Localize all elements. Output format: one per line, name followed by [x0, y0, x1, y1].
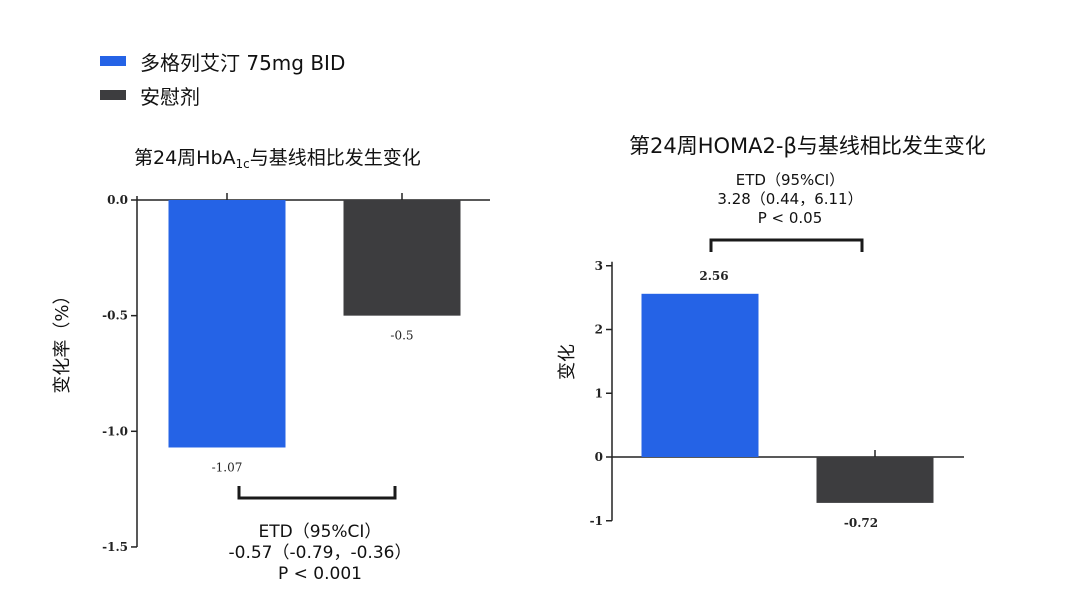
chart2-stats: ETD（95%CI） 3.28（0.44，6.11） P < 0.05 [680, 171, 900, 228]
chart1-bar-placebo [343, 200, 461, 316]
chart2-stats-line2: 3.28（0.44，6.11） [717, 190, 863, 208]
chart2-bar-placebo [816, 457, 934, 503]
chart1-stats-line3: P < 0.001 [278, 564, 362, 584]
chart1-stats: ETD（95%CI） -0.57（-0.79，-0.36） P < 0.001 [200, 522, 440, 585]
chart1-stats-line1: ETD（95%CI） [258, 522, 382, 542]
chart1-y-tick-label: -1.5 [102, 540, 128, 554]
chart2-significance-bracket [709, 238, 864, 252]
chart2-bar-drug [641, 293, 759, 457]
legend-swatch-drug [100, 56, 126, 66]
legend-item-placebo: 安慰剂 [100, 78, 345, 112]
chart2-plot: 3 2 1 0 -1 2.56 -0.72 变化 [557, 238, 964, 530]
chart2-y-tick-label: 3 [595, 259, 603, 273]
legend: 多格列艾汀 75mg BID 安慰剂 [100, 44, 345, 112]
chart2-y-tick-label: 2 [595, 323, 603, 337]
chart1-stats-line2: -0.57（-0.79，-0.36） [228, 543, 412, 563]
chart2-y-tick-label: 1 [595, 386, 603, 400]
chart2-stats-line3: P < 0.05 [757, 209, 823, 227]
chart1-title: 第24周HbA1c与基线相比发生变化 [134, 143, 421, 171]
chart1-y-tick-label: -1.0 [102, 424, 128, 438]
chart1-y-axis-title: 变化率（%） [52, 286, 73, 393]
legend-label-placebo: 安慰剂 [140, 84, 200, 109]
chart1-bar-drug [168, 200, 286, 448]
legend-swatch-placebo [100, 90, 126, 100]
chart1-title-post: 与基线相比发生变化 [249, 147, 421, 169]
chart1-data-label: -0.5 [390, 329, 413, 343]
chart2-y-tick-label: 0 [595, 450, 603, 464]
legend-item-drug: 多格列艾汀 75mg BID [100, 44, 345, 78]
chart1-title-pre: 第24周HbA [134, 147, 236, 169]
chart1-title-sub: 1c [235, 157, 250, 171]
chart2-data-label: 2.56 [699, 269, 728, 283]
chart1-y-tick-label: 0.0 [107, 193, 128, 207]
chart2-y-tick-label: -1 [590, 514, 603, 528]
chart2-title: 第24周HOMA2-β与基线相比发生变化 [629, 134, 986, 158]
chart2-data-label: -0.72 [844, 516, 878, 530]
chart2-y-axis-title: 变化 [557, 344, 578, 380]
chart1-y-tick-label: -0.5 [102, 309, 128, 323]
legend-label-drug: 多格列艾汀 75mg BID [140, 50, 346, 75]
chart2-stats-line1: ETD（95%CI） [735, 171, 845, 189]
chart1-significance-bracket [237, 486, 397, 500]
chart1-plot: 0.0 -0.5 -1.0 -1.5 -1.07 -0.5 变化率（%） [52, 193, 490, 554]
chart1-data-label: -1.07 [212, 460, 243, 474]
